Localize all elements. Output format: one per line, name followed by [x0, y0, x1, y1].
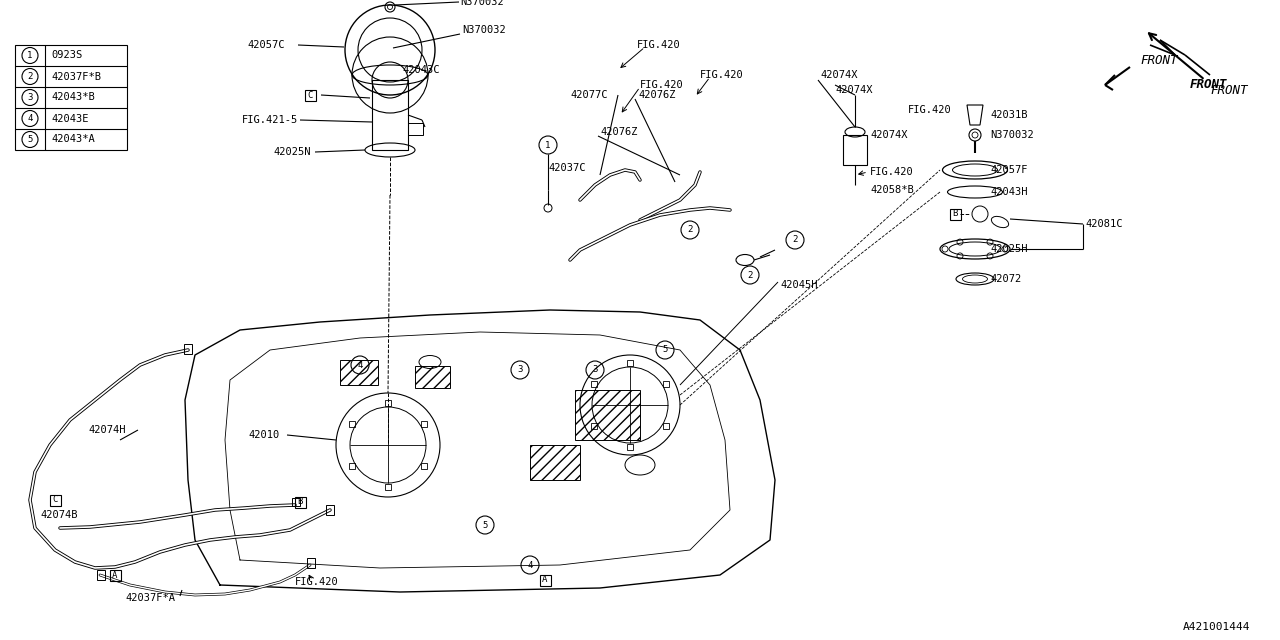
- Text: 4: 4: [357, 360, 362, 369]
- Text: 1: 1: [545, 141, 550, 150]
- Text: FIG.420: FIG.420: [700, 70, 744, 80]
- Text: N370032: N370032: [462, 25, 506, 35]
- Bar: [372, 80, 408, 150]
- Text: 42076Z: 42076Z: [637, 90, 676, 100]
- Text: C: C: [307, 90, 312, 99]
- Bar: [663, 423, 669, 429]
- Bar: [421, 421, 428, 427]
- Text: 2: 2: [687, 225, 692, 234]
- Text: 42074X: 42074X: [835, 85, 873, 95]
- Text: 0923S: 0923S: [51, 51, 82, 61]
- Bar: [340, 360, 378, 385]
- Text: 42031B: 42031B: [989, 110, 1028, 120]
- Text: 42072: 42072: [989, 274, 1021, 284]
- Bar: [530, 445, 580, 480]
- Text: A: A: [543, 575, 548, 584]
- Bar: [50, 495, 60, 506]
- Text: FIG.420: FIG.420: [908, 105, 952, 115]
- Text: 42043*B: 42043*B: [51, 93, 95, 102]
- Text: 42025N: 42025N: [273, 147, 311, 157]
- Bar: [627, 444, 634, 450]
- Bar: [184, 344, 192, 354]
- Bar: [305, 90, 315, 100]
- Text: FIG.420: FIG.420: [870, 167, 914, 177]
- Bar: [627, 360, 634, 366]
- Text: 42037C: 42037C: [548, 163, 585, 173]
- Text: A: A: [113, 570, 118, 579]
- Text: 42076Z: 42076Z: [600, 127, 637, 137]
- Text: 3: 3: [593, 365, 598, 374]
- Bar: [15, 45, 127, 150]
- Text: FIG.420: FIG.420: [640, 80, 684, 90]
- Bar: [844, 135, 867, 165]
- Text: C: C: [52, 495, 58, 504]
- Text: FRONT: FRONT: [1140, 54, 1178, 67]
- Text: 42074X: 42074X: [870, 130, 908, 140]
- Text: 42010: 42010: [248, 430, 279, 440]
- Text: 42043C: 42043C: [402, 65, 439, 75]
- Text: 4: 4: [27, 114, 33, 123]
- Bar: [294, 497, 306, 508]
- Text: 5: 5: [27, 135, 33, 144]
- Text: 42074X: 42074X: [820, 70, 858, 80]
- Text: 42037F*B: 42037F*B: [51, 72, 101, 81]
- Text: 42057F: 42057F: [989, 165, 1028, 175]
- Bar: [590, 423, 596, 429]
- Text: 42057C: 42057C: [247, 40, 284, 50]
- Bar: [307, 558, 315, 568]
- Text: FIG.420: FIG.420: [294, 577, 339, 587]
- Bar: [415, 366, 451, 388]
- Text: 42074B: 42074B: [40, 510, 78, 520]
- Text: N370032: N370032: [460, 0, 504, 7]
- Text: 42045H: 42045H: [780, 280, 818, 290]
- Bar: [348, 421, 355, 427]
- Bar: [348, 463, 355, 469]
- Text: FIG.421-5: FIG.421-5: [242, 115, 298, 125]
- Text: N370032: N370032: [989, 130, 1034, 140]
- Text: 42077C: 42077C: [570, 90, 608, 100]
- Text: 4: 4: [527, 561, 532, 570]
- Text: 5: 5: [483, 520, 488, 529]
- Bar: [539, 575, 550, 586]
- Text: 42043H: 42043H: [989, 187, 1028, 197]
- Bar: [590, 381, 596, 387]
- Text: 42058*B: 42058*B: [870, 185, 914, 195]
- Text: 42081C: 42081C: [1085, 219, 1123, 229]
- Text: 42043E: 42043E: [51, 113, 88, 124]
- Text: A421001444: A421001444: [1183, 622, 1251, 632]
- Bar: [385, 400, 390, 406]
- Text: 5: 5: [662, 346, 668, 355]
- Text: FRONT: FRONT: [1190, 79, 1228, 92]
- Text: 3: 3: [27, 93, 33, 102]
- Polygon shape: [186, 310, 774, 592]
- Text: 2: 2: [748, 271, 753, 280]
- Bar: [421, 463, 428, 469]
- Text: B: B: [297, 497, 302, 506]
- Bar: [385, 484, 390, 490]
- Text: 2: 2: [792, 236, 797, 244]
- Bar: [326, 505, 334, 515]
- Text: 1: 1: [27, 51, 33, 60]
- Bar: [663, 381, 669, 387]
- Text: FIG.420: FIG.420: [637, 40, 681, 50]
- Text: 42025H: 42025H: [989, 244, 1028, 254]
- Text: 42037F*A: 42037F*A: [125, 593, 175, 603]
- Bar: [110, 570, 120, 580]
- Text: 42043*A: 42043*A: [51, 134, 95, 145]
- Text: B: B: [952, 209, 957, 218]
- Bar: [292, 498, 300, 506]
- Bar: [97, 570, 105, 580]
- Bar: [408, 123, 422, 135]
- Text: 42074H: 42074H: [88, 425, 125, 435]
- Bar: [575, 390, 640, 440]
- Text: 3: 3: [517, 365, 522, 374]
- Text: 2: 2: [27, 72, 33, 81]
- Text: FRONT: FRONT: [1210, 83, 1248, 97]
- Bar: [950, 209, 960, 220]
